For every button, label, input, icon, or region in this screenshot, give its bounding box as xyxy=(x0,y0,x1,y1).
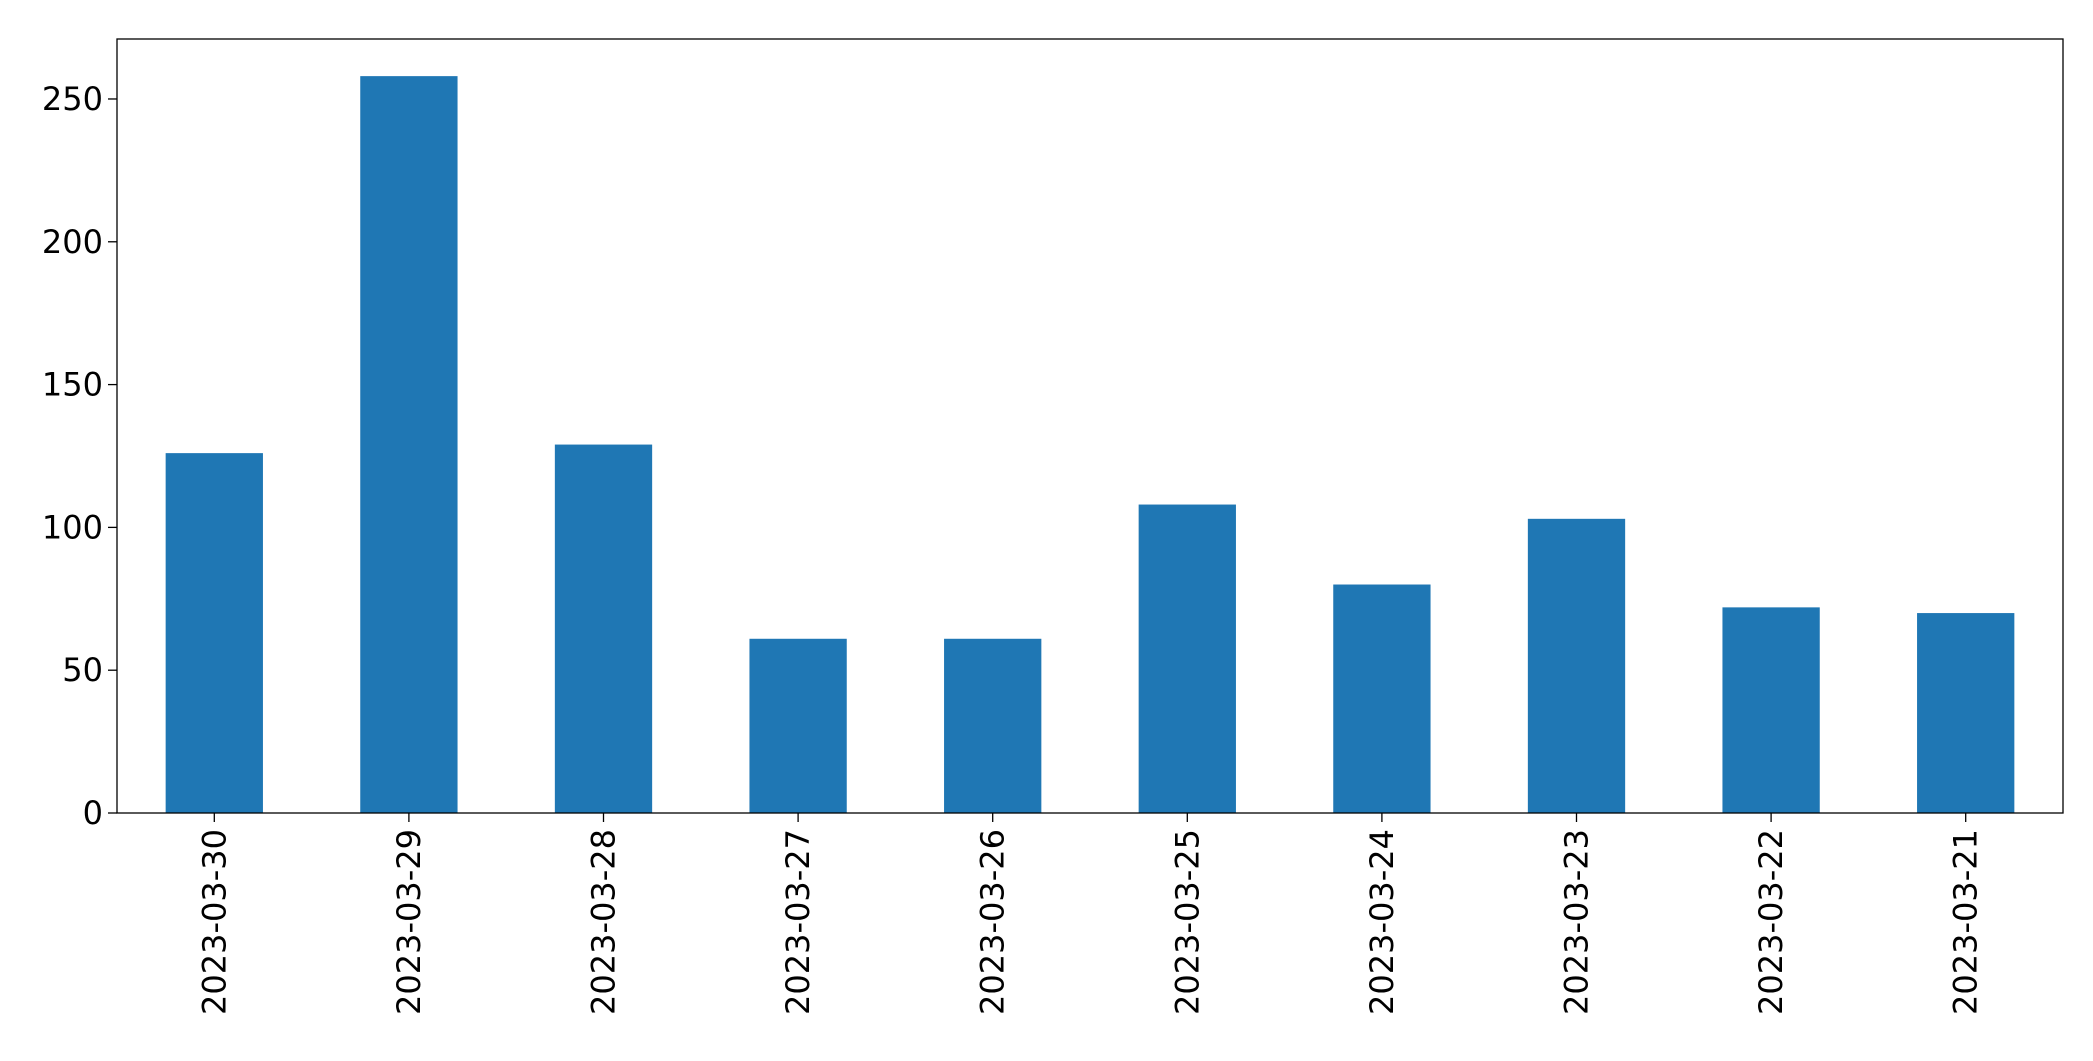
y-tick-label: 200 xyxy=(42,223,103,261)
x-tick-label: 2023-03-28 xyxy=(585,829,623,1015)
y-tick-label: 100 xyxy=(42,508,103,546)
x-tick-label: 2023-03-30 xyxy=(195,829,233,1015)
bar xyxy=(165,453,263,813)
y-tick-label: 150 xyxy=(42,366,103,404)
bar xyxy=(749,638,847,813)
bar xyxy=(1333,584,1431,813)
bar xyxy=(1722,607,1820,813)
x-tick-label: 2023-03-24 xyxy=(1363,829,1401,1015)
x-tick-label: 2023-03-23 xyxy=(1558,829,1596,1015)
y-tick-label: 250 xyxy=(42,80,103,118)
y-tick-label: 0 xyxy=(83,794,103,832)
x-tick-label: 2023-03-26 xyxy=(974,829,1012,1015)
x-tick-label: 2023-03-29 xyxy=(390,829,428,1015)
bar xyxy=(1138,504,1236,813)
x-tick-label: 2023-03-27 xyxy=(779,829,817,1015)
y-tick-label: 50 xyxy=(62,651,103,689)
bar xyxy=(944,638,1042,813)
x-tick-label: 2023-03-21 xyxy=(1947,829,1985,1015)
bar xyxy=(1917,613,2015,813)
bar xyxy=(1527,518,1626,813)
x-tick-label: 2023-03-25 xyxy=(1168,829,1206,1015)
bar xyxy=(360,76,458,813)
plot-frame xyxy=(116,38,2064,814)
bar xyxy=(554,444,653,813)
x-tick-label: 2023-03-22 xyxy=(1752,829,1790,1015)
